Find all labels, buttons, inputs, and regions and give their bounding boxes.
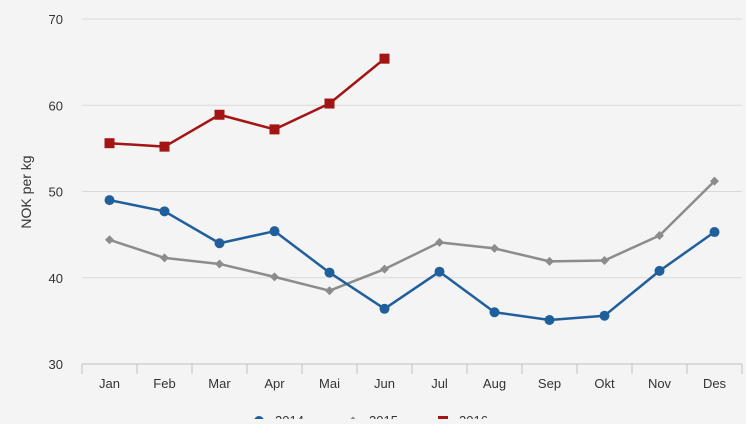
x-tick-label: Mar bbox=[208, 376, 231, 391]
series-2014 bbox=[104, 195, 720, 326]
data-point bbox=[324, 98, 335, 109]
series-2015 bbox=[105, 176, 719, 296]
data-point bbox=[545, 256, 554, 266]
data-point bbox=[544, 315, 555, 326]
data-point bbox=[104, 195, 115, 206]
series-line bbox=[109, 198, 716, 322]
data-point bbox=[325, 286, 334, 296]
data-point bbox=[270, 272, 279, 282]
data-point bbox=[214, 238, 225, 249]
y-tick-label: 50 bbox=[49, 185, 63, 200]
legend-item[interactable]: 2015 bbox=[342, 413, 398, 424]
data-point bbox=[379, 303, 390, 314]
legend-label: 2015 bbox=[369, 413, 398, 419]
data-point bbox=[214, 109, 225, 120]
data-point bbox=[435, 237, 444, 247]
y-tick-label: 40 bbox=[49, 271, 63, 286]
data-point bbox=[269, 124, 280, 135]
series-layer bbox=[104, 53, 720, 326]
data-point bbox=[379, 53, 390, 64]
y-tick-label: 60 bbox=[49, 98, 63, 113]
data-point bbox=[324, 267, 335, 278]
data-point bbox=[160, 253, 169, 263]
legend-item[interactable]: 2014 bbox=[248, 413, 304, 424]
x-tick-label: Jul bbox=[431, 376, 448, 391]
x-tick-label: Mai bbox=[319, 376, 340, 391]
data-point bbox=[159, 141, 170, 152]
x-tick-label: Jun bbox=[374, 376, 395, 391]
x-tick-label: Feb bbox=[153, 376, 175, 391]
series-line bbox=[109, 180, 716, 292]
x-tick-label: Sep bbox=[538, 376, 561, 391]
data-point bbox=[269, 226, 280, 237]
legend-label: 2016 bbox=[459, 413, 488, 419]
x-tick-label: Apr bbox=[264, 376, 285, 391]
x-tick-label: Okt bbox=[594, 376, 615, 391]
data-point bbox=[489, 307, 500, 318]
data-point bbox=[599, 310, 610, 321]
legend: 2014 2015 2016 bbox=[248, 413, 488, 424]
data-point bbox=[434, 266, 445, 277]
gridlines bbox=[82, 18, 742, 279]
y-tick-label: 30 bbox=[49, 357, 63, 372]
series-2016 bbox=[104, 53, 390, 152]
data-point bbox=[159, 206, 170, 217]
data-point bbox=[105, 235, 114, 245]
legend-label: 2014 bbox=[275, 413, 304, 419]
x-tick-label: Jan bbox=[99, 376, 120, 391]
legend-item[interactable]: 2016 bbox=[432, 413, 488, 424]
data-point bbox=[380, 264, 389, 274]
data-point bbox=[490, 243, 499, 253]
x-tick-label: Des bbox=[703, 376, 727, 391]
x-tick-label: Nov bbox=[648, 376, 672, 391]
data-point bbox=[600, 256, 609, 265]
data-point bbox=[215, 259, 224, 269]
data-point bbox=[709, 227, 720, 238]
y-axis-title: NOK per kg bbox=[18, 155, 34, 228]
data-point bbox=[104, 138, 115, 149]
data-point bbox=[655, 230, 664, 240]
y-tick-label: 70 bbox=[49, 12, 63, 27]
data-point bbox=[710, 176, 719, 186]
series-line bbox=[109, 57, 386, 148]
x-tick-label: Aug bbox=[483, 376, 506, 391]
axes: 30 40 50 60 70 Jan Feb Mar Apr Mai Jun Jul Aug Sep Okt… bbox=[49, 12, 743, 391]
data-point bbox=[654, 265, 665, 276]
